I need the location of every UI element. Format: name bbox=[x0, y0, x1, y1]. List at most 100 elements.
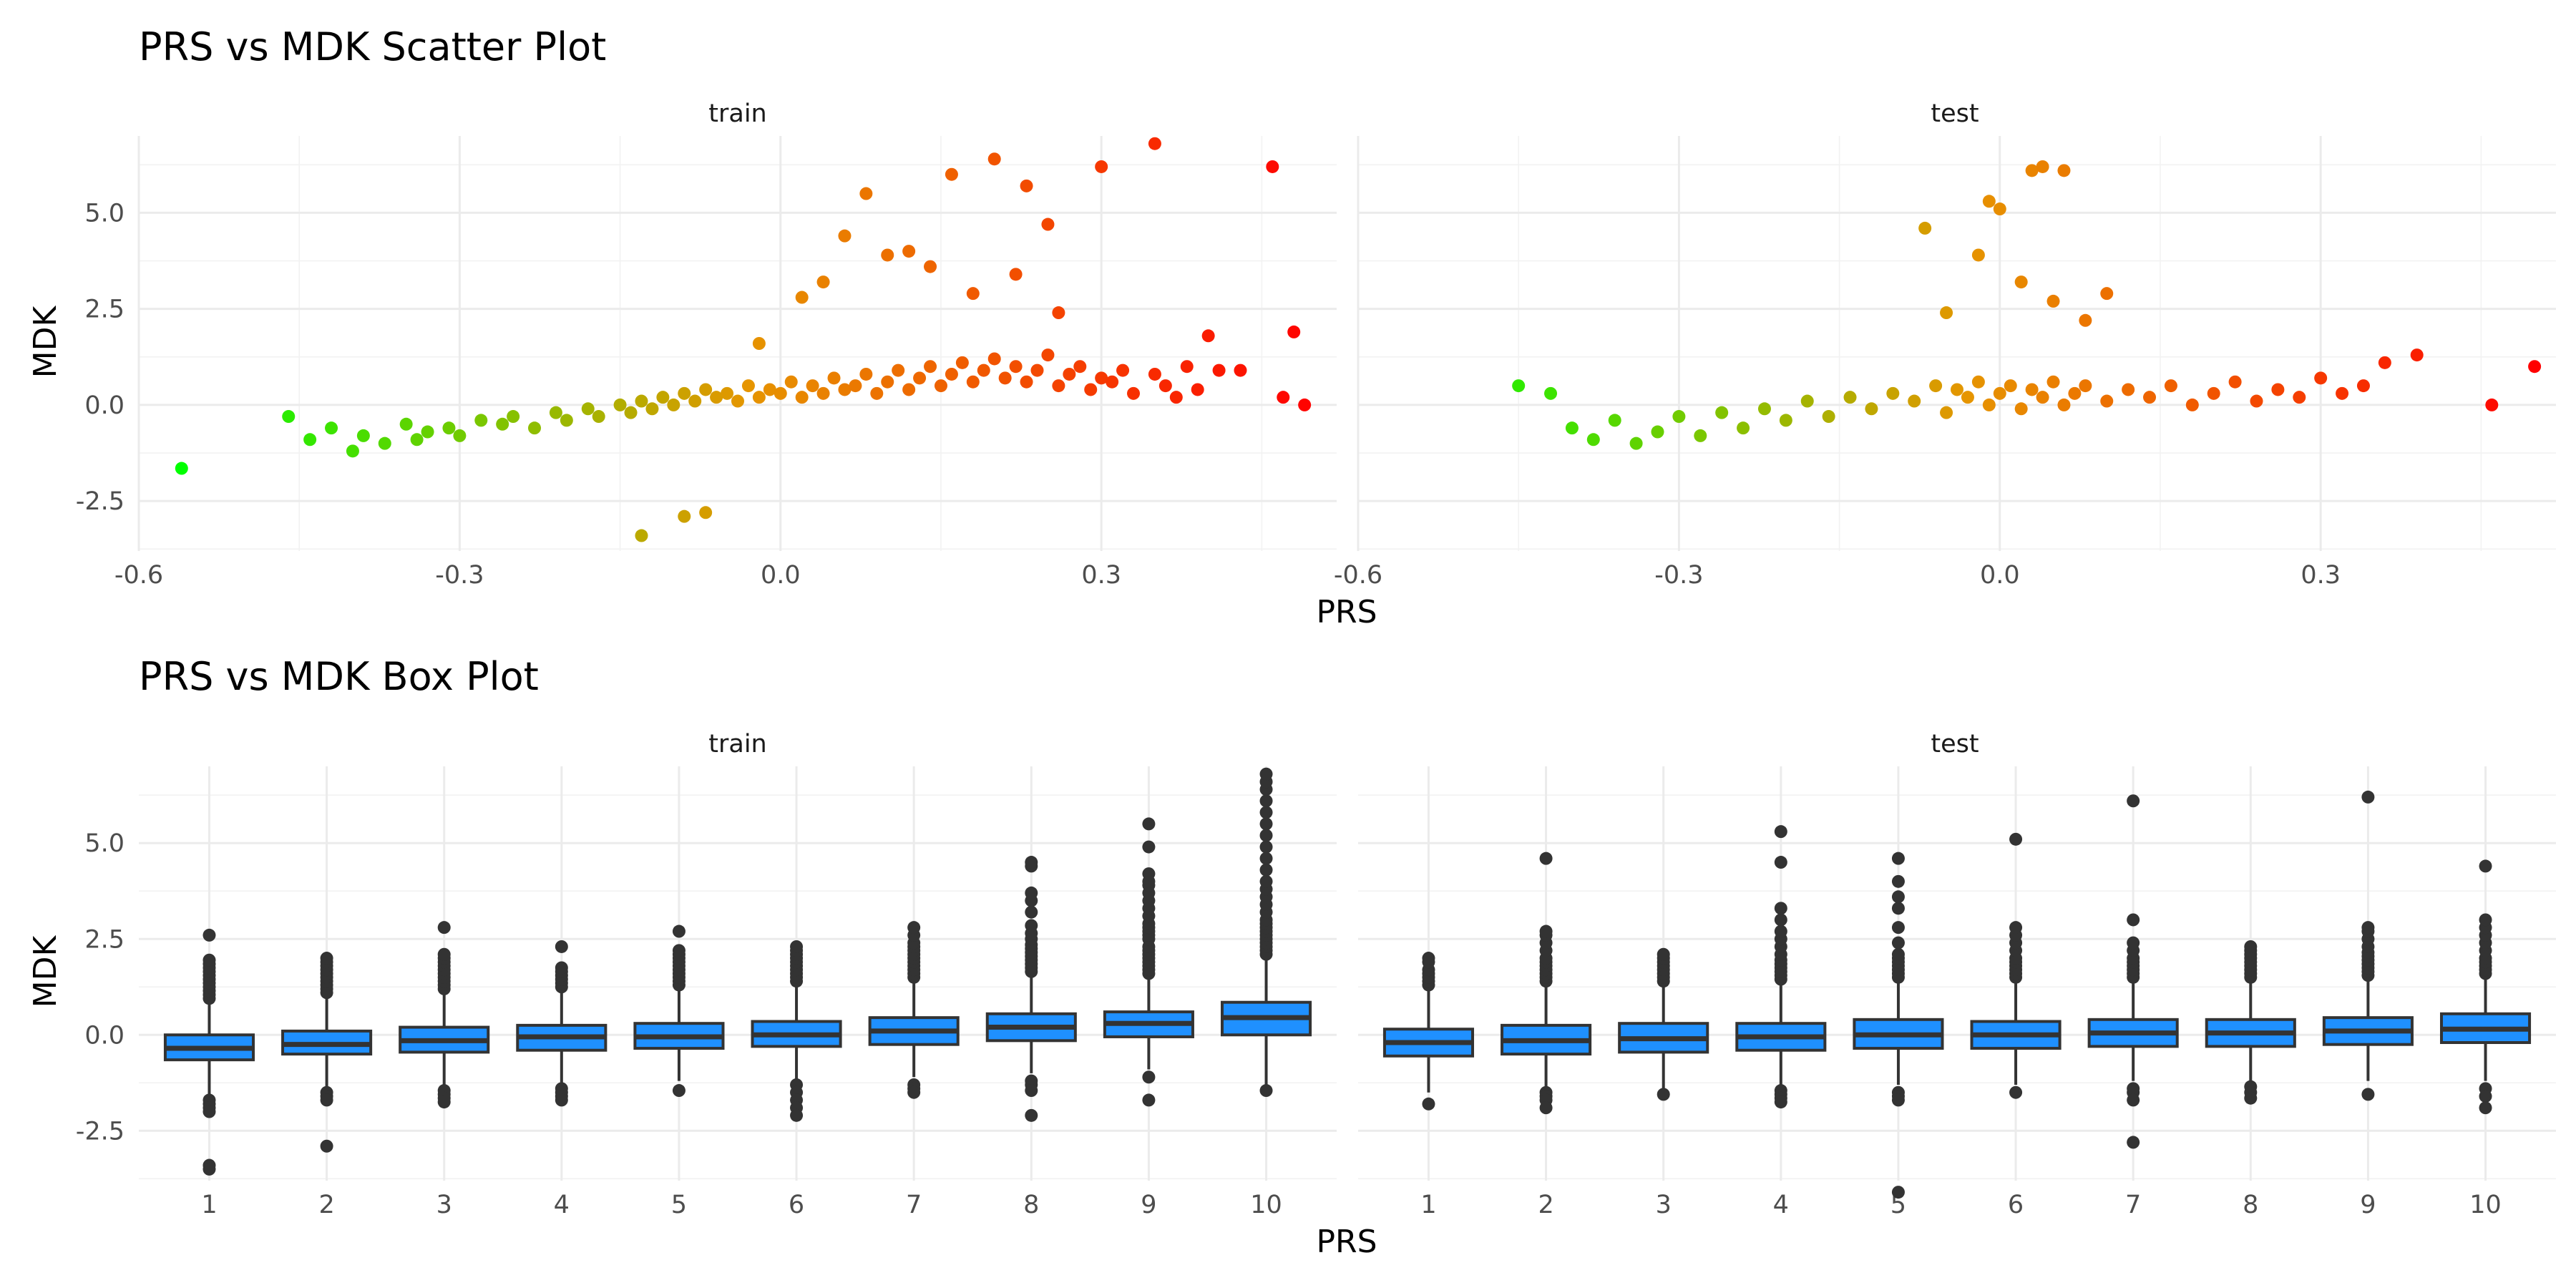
scatter-point bbox=[635, 529, 648, 542]
scatter-point bbox=[2314, 371, 2328, 385]
box-outlier-point bbox=[2361, 921, 2375, 935]
x-tick-label: 7 bbox=[2125, 1191, 2141, 1219]
x-tick-label: 8 bbox=[2243, 1191, 2258, 1219]
scatter-point bbox=[560, 414, 573, 427]
box-outlier-point bbox=[1774, 924, 1787, 938]
box-outlier-point bbox=[1142, 840, 1156, 854]
scatter-point bbox=[1287, 325, 1301, 338]
box-outlier-point bbox=[790, 940, 804, 953]
scatter-point bbox=[870, 386, 884, 400]
scatter-point bbox=[688, 394, 702, 408]
scatter-point bbox=[1929, 379, 1943, 393]
scatter-point bbox=[1180, 360, 1194, 374]
box-outlier-point bbox=[1025, 919, 1038, 932]
scatter-point bbox=[399, 417, 413, 431]
scatter-point bbox=[1715, 406, 1729, 419]
box-outlier-point bbox=[1422, 952, 1435, 965]
scatter-point bbox=[1908, 394, 1921, 408]
scatter-facet-label-test: test bbox=[1931, 99, 1979, 128]
scatter-point bbox=[1201, 329, 1215, 343]
x-tick-label: 10 bbox=[1250, 1191, 1282, 1219]
scatter-point bbox=[1565, 421, 1579, 435]
scatter-point bbox=[2410, 348, 2424, 362]
scatter-point bbox=[2228, 375, 2242, 389]
box-outlier-point bbox=[1539, 1101, 1553, 1115]
box-chart-title: PRS vs MDK Box Plot bbox=[139, 654, 539, 699]
scatter-point bbox=[303, 433, 317, 447]
scatter-point bbox=[1116, 364, 1130, 377]
box-outlier-point bbox=[2244, 940, 2258, 953]
scatter-point bbox=[1095, 371, 1108, 385]
x-tick-label: 0.0 bbox=[761, 561, 801, 590]
x-tick-label: 10 bbox=[2469, 1191, 2502, 1219]
box-outlier-point bbox=[437, 1096, 451, 1109]
scatter-point bbox=[977, 364, 990, 377]
box-outlier-point bbox=[1025, 1108, 1038, 1122]
box-outlier-point bbox=[907, 1085, 921, 1099]
box-outlier-point bbox=[555, 1093, 568, 1107]
y-tick-label: 5.0 bbox=[84, 829, 125, 858]
scatter-point bbox=[1672, 410, 1686, 424]
box-outlier-point bbox=[1774, 902, 1787, 915]
scatter-point bbox=[667, 398, 680, 411]
box-outlier-point bbox=[1025, 905, 1038, 919]
scatter-point bbox=[1940, 306, 1953, 320]
box-outlier-point bbox=[907, 921, 921, 935]
scatter-point bbox=[710, 391, 723, 404]
scatter-point bbox=[421, 425, 434, 439]
box-outlier-point bbox=[1891, 1093, 1905, 1107]
x-tick-label: 8 bbox=[1023, 1191, 1039, 1219]
scatter-point bbox=[1041, 218, 1055, 231]
box-outlier-point bbox=[1891, 947, 1905, 961]
box-outlier-point bbox=[1891, 1186, 1905, 1199]
scatter-point bbox=[838, 229, 852, 243]
box-outlier-point bbox=[1891, 874, 1905, 888]
scatter-point bbox=[1106, 375, 1119, 389]
box-outlier-point bbox=[1774, 1096, 1787, 1109]
scatter-point bbox=[613, 398, 627, 411]
scatter-point bbox=[1277, 391, 1290, 404]
scatter-point bbox=[346, 444, 359, 458]
box-panel-train: -2.5 0.0 2.5 5.0 1 2 3 4 5 6 7 8 9 10 bbox=[76, 766, 1337, 1219]
box-outlier-point bbox=[203, 1105, 216, 1118]
box-outlier-point bbox=[1259, 829, 1273, 842]
box-outlier-point bbox=[2127, 936, 2140, 950]
scatter-point bbox=[741, 379, 755, 393]
scatter-point bbox=[1586, 433, 1600, 447]
scatter-point bbox=[1020, 179, 1033, 192]
scatter-point bbox=[881, 248, 894, 262]
scatter-point bbox=[496, 417, 509, 431]
scatter-point bbox=[549, 406, 562, 419]
box-outlier-point bbox=[1774, 825, 1787, 839]
scatter-point bbox=[849, 379, 862, 393]
scatter-point bbox=[816, 386, 830, 400]
box-outlier-point bbox=[2244, 1091, 2258, 1105]
scatter-point bbox=[731, 394, 744, 408]
scatter-point bbox=[752, 337, 766, 350]
box-outlier-point bbox=[1259, 806, 1273, 819]
scatter-point bbox=[1298, 398, 1312, 411]
scatter-point bbox=[1982, 195, 1996, 208]
scatter-point bbox=[881, 375, 894, 389]
scatter-point bbox=[2164, 379, 2177, 393]
scatter-point bbox=[442, 421, 456, 435]
box-outlier-point bbox=[1142, 1093, 1156, 1107]
box-outlier-point bbox=[1142, 817, 1156, 831]
box-outlier-point bbox=[1422, 1097, 1435, 1111]
box-outlier-point bbox=[1891, 890, 1905, 904]
scatter-point bbox=[581, 402, 595, 416]
box-outlier-point bbox=[2127, 1136, 2140, 1149]
scatter-point bbox=[2057, 164, 2071, 177]
scatter-point bbox=[699, 383, 713, 396]
box-outlier-point bbox=[320, 1139, 333, 1153]
scatter-point bbox=[1865, 402, 1878, 416]
box-outlier-point bbox=[2127, 1093, 2140, 1107]
scatter-point bbox=[1993, 203, 2006, 216]
scatter-point bbox=[1843, 391, 1857, 404]
scatter-point bbox=[1158, 379, 1172, 393]
scatter-point bbox=[1041, 348, 1055, 362]
scatter-point bbox=[987, 352, 1001, 366]
scatter-point bbox=[1961, 391, 1974, 404]
